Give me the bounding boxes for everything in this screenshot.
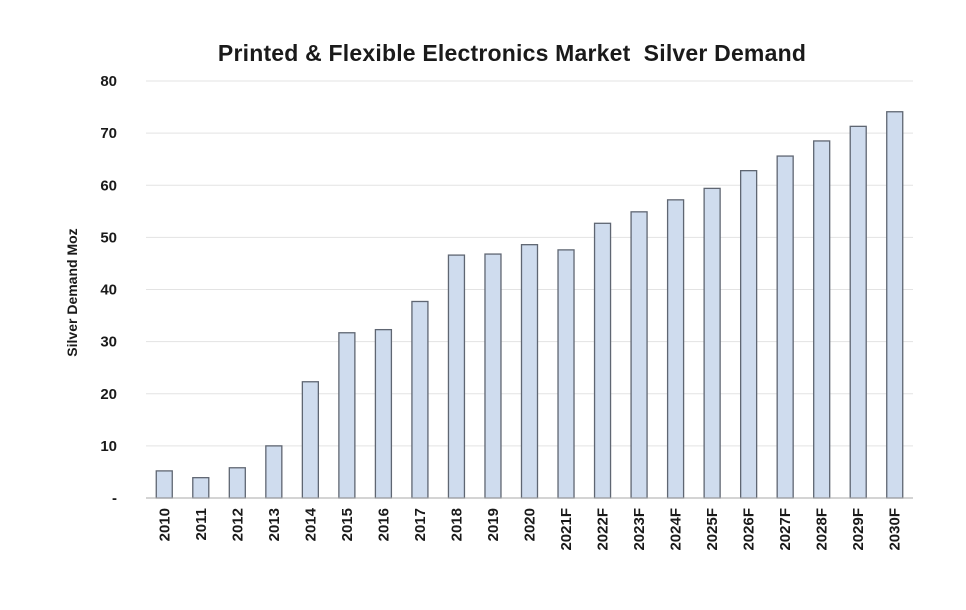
- y-tick-label: 40: [100, 282, 117, 299]
- x-tick-label: 2026F: [741, 508, 758, 551]
- x-tick-label: 2018: [448, 508, 465, 541]
- bar: [338, 332, 356, 499]
- y-tick-label: 30: [100, 334, 117, 351]
- y-tick-label: 80: [100, 73, 117, 90]
- y-tick-label: 60: [100, 177, 117, 194]
- x-tick-label: 2015: [339, 508, 356, 541]
- x-tick-label: 2022F: [595, 508, 612, 551]
- bar: [739, 170, 758, 499]
- bar: [374, 328, 393, 499]
- x-tick-label: 2020: [522, 508, 539, 541]
- x-tick-label: 2013: [266, 508, 283, 541]
- x-tick-label: 2030F: [887, 508, 904, 551]
- x-tick-label: 2028F: [814, 508, 831, 551]
- x-tick-label: 2017: [412, 508, 429, 541]
- bar: [557, 249, 575, 499]
- y-axis-label: Silver Demand Moz: [64, 228, 80, 356]
- y-tick-label: 50: [100, 229, 117, 246]
- bar: [411, 300, 429, 499]
- bar: [703, 187, 721, 499]
- x-tick-label: 2016: [375, 508, 392, 541]
- bar: [228, 467, 246, 499]
- y-tick-labels: - 10 20 30 40 50 60 70 80: [100, 73, 117, 507]
- y-tick-label: -: [112, 490, 117, 507]
- y-tick-label: 20: [100, 386, 117, 403]
- y-tick-label: 70: [100, 125, 117, 142]
- bar: [484, 253, 502, 499]
- bar: [265, 445, 283, 499]
- x-tick-label: 2024F: [668, 508, 685, 551]
- bar: [886, 111, 904, 499]
- bars: [155, 111, 904, 499]
- bar: [666, 199, 685, 499]
- x-tick-label: 2029F: [850, 508, 867, 551]
- x-tick-label: 2011: [193, 508, 210, 541]
- bar: [593, 222, 612, 499]
- bar: [776, 155, 794, 499]
- bar: [192, 477, 210, 499]
- chart-title: Printed & Flexible Electronics Market Si…: [217, 40, 807, 66]
- x-tick-label: 2021F: [558, 508, 575, 551]
- bar: [813, 140, 831, 499]
- x-tick-label: 2010: [156, 508, 173, 541]
- x-tick-labels: 2010 2011 2012 2013 2014 2015 2016 2017 2018 2019…: [156, 507, 903, 550]
- bar: [447, 254, 466, 499]
- x-tick-label: 2014: [302, 507, 319, 541]
- bar: [155, 470, 173, 499]
- x-tick-label: 2019: [485, 508, 502, 541]
- x-tick-label: 2025F: [704, 508, 721, 551]
- bar: [301, 381, 320, 499]
- x-tick-label: 2012: [229, 508, 246, 541]
- y-tick-label: 10: [100, 438, 117, 455]
- x-tick-label: 2027F: [777, 508, 794, 551]
- bar: [849, 125, 867, 499]
- x-tick-label: 2023F: [631, 508, 648, 551]
- bar: [520, 244, 539, 499]
- bar: [630, 211, 648, 499]
